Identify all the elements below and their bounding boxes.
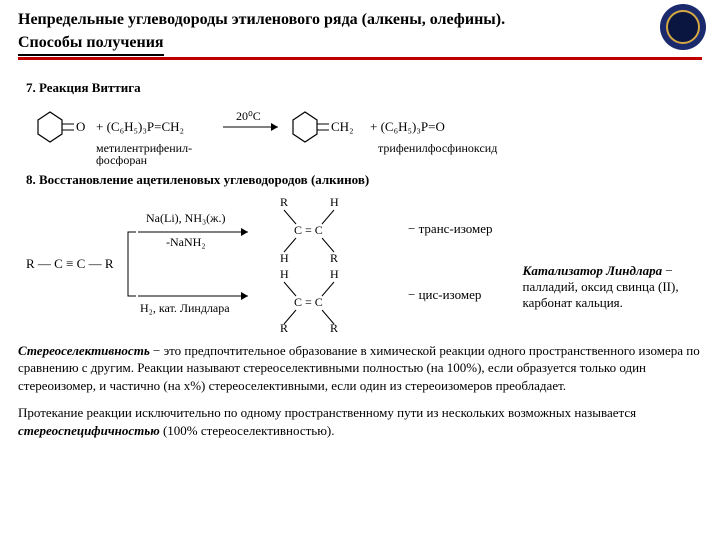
svg-text:H: H	[330, 195, 339, 209]
svg-text:R: R	[280, 195, 288, 209]
svg-text:H: H	[280, 267, 289, 281]
svg-text:H: H	[330, 267, 339, 281]
trans-isomer-label: − транс-изомер	[408, 221, 493, 237]
cis-isomer-label: − цис-изомер	[408, 287, 493, 303]
svg-text:+ (C₆H₅)₃P=CH₂: + (C₆H₅)₃P=CH₂	[96, 119, 184, 134]
section-8-heading: 8. Восстановление ацетиленовых углеводор…	[26, 172, 702, 188]
svg-text:C = C: C = C	[294, 295, 323, 309]
svg-text:R: R	[330, 321, 338, 332]
stereospec-text2: (100% стереоселективностью).	[160, 423, 335, 438]
svg-text:O: O	[76, 119, 85, 134]
stereoselectivity-paragraph: Стереоселективность − это предпочтительн…	[18, 342, 702, 395]
svg-text:Na(Li), NH₃(ж.): Na(Li), NH₃(ж.)	[146, 211, 225, 225]
temp-label: 20⁰C	[236, 109, 261, 123]
title-line1: Непредельные углеводороды этиленового ря…	[18, 11, 505, 28]
alkyne-reduction-diagram: R — C ≡ C — R Na(Li), NH₃(ж.) -NaNH₂ H₂,…	[18, 192, 378, 332]
lindlar-catalyst-note: Катализатор Линдлара − палладий, оксид с…	[523, 263, 693, 311]
svg-text:H₂, кат. Линдлара: H₂, кат. Линдлара	[140, 301, 230, 315]
svg-text:H: H	[280, 251, 289, 265]
university-logo	[660, 4, 706, 50]
page-title: Непредельные углеводороды этиленового ря…	[18, 10, 702, 56]
svg-text:R — C ≡ C — R: R — C ≡ C — R	[26, 256, 114, 271]
svg-text:-NaNH₂: -NaNH₂	[166, 235, 206, 249]
svg-text:C = C: C = C	[294, 223, 323, 237]
product-label: трифенилфосфиноксид	[378, 141, 497, 155]
svg-text:фосфоран: фосфоран	[96, 153, 148, 166]
svg-text:R: R	[280, 321, 288, 332]
title-line2: Способы получения	[18, 34, 164, 51]
stereoselectivity-term: Стереоселективность	[18, 343, 150, 358]
stereospec-term: стереоспецифичностью	[18, 423, 160, 438]
stereospecificity-paragraph: Протекание реакции исключительно по одно…	[18, 404, 702, 439]
stereospec-text1: Протекание реакции исключительно по одно…	[18, 405, 636, 420]
svg-text:CH₂: CH₂	[331, 119, 354, 134]
svg-text:R: R	[330, 251, 338, 265]
header-divider	[18, 57, 702, 60]
catalyst-term: Катализатор Линдлара	[523, 263, 663, 278]
wittig-reaction-diagram: O + (C₆H₅)₃P=CH₂ 20⁰C CH₂ + (C₆H₅)₃P=O м…	[18, 100, 558, 166]
svg-text:+ (C₆H₅)₃P=O: + (C₆H₅)₃P=O	[370, 119, 445, 134]
section-7-heading: 7. Реакция Виттига	[26, 80, 702, 96]
